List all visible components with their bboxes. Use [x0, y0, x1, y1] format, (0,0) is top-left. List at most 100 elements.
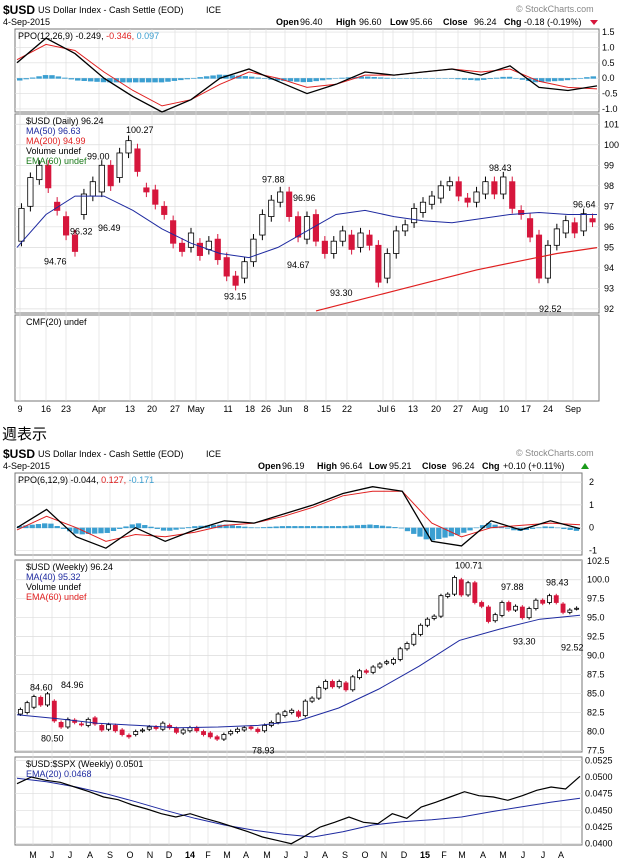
daily-candle-body: [27, 177, 34, 207]
weekly-candle-body: [207, 732, 213, 738]
daily-ppo-hist-bar: [81, 78, 87, 81]
svg-text:MA(50) 96.63: MA(50) 96.63: [26, 126, 81, 136]
daily-candle-body: [518, 210, 525, 215]
weekly-ppo-hist-bar: [479, 525, 486, 529]
daily-date: 4-Sep-2015: [3, 17, 50, 27]
svg-text:96.24: 96.24: [474, 17, 497, 27]
daily-candle-body: [107, 164, 114, 187]
daily-price-annotation: 94.76: [44, 256, 67, 266]
daily-candle-body: [143, 187, 150, 193]
weekly-x-tick-label: D: [166, 850, 173, 860]
weekly-price-tick-label: 85.0: [587, 689, 605, 699]
daily-candle-body: [286, 191, 293, 217]
weekly-ppo-hist-bar: [304, 526, 311, 529]
daily-candle-body: [36, 164, 43, 181]
weekly-price-tick-label: 97.5: [587, 594, 605, 604]
daily-ppo-hist-bar: [107, 78, 113, 83]
daily-ppo-hist-bar: [397, 78, 403, 79]
weekly-ppo-hist-bar: [135, 523, 142, 529]
daily-ppo-hist-bar: [313, 78, 319, 82]
weekly-candle-body: [51, 700, 57, 722]
daily-x-tick-label: 8: [303, 404, 308, 414]
weekly-candle-body: [438, 595, 444, 617]
daily-ppo-hist-bar: [539, 78, 545, 83]
daily-price-annotation: 96.64: [573, 200, 596, 210]
daily-ppo-hist-bar: [152, 78, 158, 83]
daily-ppo-hist-bar: [377, 77, 384, 79]
svg-text:96.40: 96.40: [300, 17, 323, 27]
weekly-candle-body: [160, 722, 166, 730]
daily-name: US Dollar Index - Cash Settle (EOD): [38, 5, 184, 15]
daily-x-tick-label: 11: [223, 404, 232, 414]
daily-ppo-hist-bar: [145, 78, 152, 83]
svg-text:95.21: 95.21: [389, 461, 412, 471]
daily-ppo-hist-bar: [332, 78, 339, 79]
daily-ppo-hist-bar: [358, 76, 365, 79]
daily-candle-body: [268, 199, 275, 217]
daily-ppo-signal-line: [16, 43, 598, 107]
weekly-candle-body: [499, 602, 505, 616]
daily-candle-body: [428, 195, 436, 205]
daily-x-tick-label: 18: [245, 404, 255, 414]
weekly-ppo-hist-bar: [567, 527, 573, 530]
daily-ppo-hist-bar: [519, 78, 526, 80]
daily-x-tick-label: Aug: [472, 404, 488, 414]
daily-ppo-hist-bar: [236, 75, 242, 79]
svg-text:Open: Open: [276, 17, 299, 27]
weekly-ppo-hist-bar: [373, 525, 379, 529]
daily-x-tick-label: 15: [321, 404, 331, 414]
weekly-candle-body: [384, 661, 390, 664]
weekly-candle-body: [452, 577, 457, 595]
daily-candle-body: [54, 201, 61, 211]
weekly-candle-body: [526, 608, 532, 619]
weekly-ppo-hist-bar: [35, 524, 42, 529]
weekly-ppo-hist-bar: [554, 527, 561, 529]
weekly-ppo-legend-label: PPO(6,12,9) -0.044, 0.127, -0.171: [18, 475, 154, 485]
weekly-candle-body: [275, 713, 281, 723]
weekly-ppo-hist-bar: [273, 526, 279, 529]
weekly-candle-body: [92, 717, 98, 725]
daily-ppo-tick-label: -1.0: [602, 104, 618, 114]
weekly-ppo-hist-bar: [60, 527, 67, 529]
daily-ppo-hist-bar: [171, 78, 178, 81]
daily-candle-body: [303, 216, 311, 240]
weekly-x-tick-label: J: [541, 850, 546, 860]
weekly-x-tick-label: A: [243, 850, 249, 860]
weekly-ppo-hist-bar: [429, 527, 436, 541]
weekly-price-annotation: 80.50: [41, 734, 64, 744]
weekly-candle-body: [235, 728, 240, 732]
weekly-x-tick-label: J: [521, 850, 526, 860]
weekly-candle-body: [533, 599, 539, 609]
daily-candle-body: [259, 214, 266, 236]
weekly-x-tick-label: F: [205, 850, 211, 860]
daily-ppo-hist-bar: [564, 78, 571, 81]
weekly-ppo-hist-bar: [573, 527, 580, 531]
weekly-price-annotation: 84.96: [61, 680, 84, 690]
weekly-ratio-legend: $USD:$SPX (Weekly) 0.0501 EMA(20) 0.0468: [26, 759, 143, 779]
daily-candle-body: [125, 140, 132, 154]
weekly-candle-body: [24, 702, 30, 713]
daily-ppo-hist-bar: [403, 78, 410, 79]
weekly-name: US Dollar Index - Cash Settle (EOD): [38, 449, 184, 459]
daily-candle-body: [410, 207, 418, 224]
daily-ppo-hist-bar: [468, 78, 474, 81]
daily-price-tick-label: 97: [604, 201, 614, 211]
weekly-candle-body: [316, 687, 322, 699]
daily-ppo-tick-label: 0.5: [602, 58, 615, 68]
daily-ppo-hist-bar: [590, 76, 597, 79]
weekly-ppo-hist-bar: [504, 527, 511, 529]
weekly-ppo-hist-bar: [436, 527, 442, 539]
daily-candle-body: [473, 191, 480, 203]
daily-x-tick-label: 16: [41, 404, 51, 414]
weekly-ppo-hist-bar: [417, 527, 423, 537]
daily-candle-body: [80, 193, 88, 215]
weekly-ppo-hist-bar: [260, 527, 267, 529]
weekly-ppo-hist-bar: [148, 526, 154, 529]
daily-candle-body: [152, 189, 159, 205]
daily-candle-body: [89, 181, 96, 197]
daily-candle-body: [312, 214, 320, 242]
weekly-candle-body: [282, 711, 288, 716]
daily-ppo-hist-bar: [94, 78, 100, 82]
daily-price-annotation: 96.96: [293, 193, 316, 203]
weekly-candle-body: [323, 681, 329, 689]
